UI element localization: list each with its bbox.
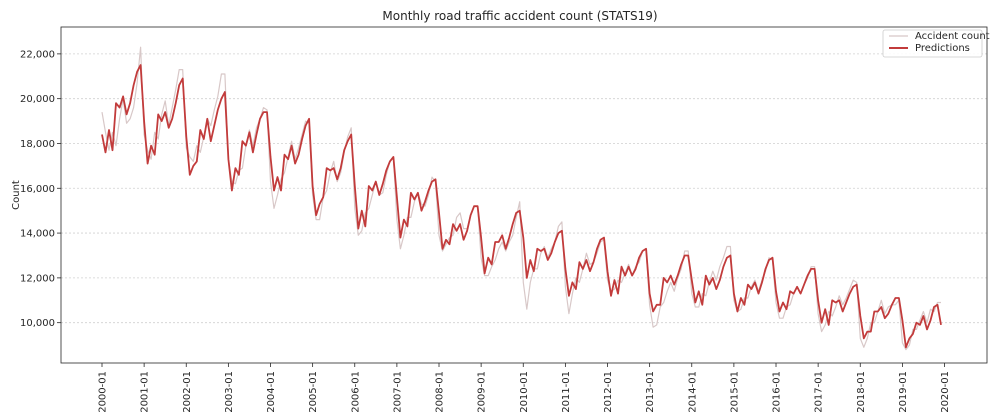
x-tick-label: 2014-01 [687, 371, 698, 413]
x-tick-label: 2017-01 [814, 371, 825, 413]
plot-frame [60, 26, 988, 364]
x-tick-label: 2019-01 [898, 371, 909, 413]
x-axis: 2000-01 2001-01 2002-01 2003-01 2004-01 2005-… [98, 363, 951, 413]
x-tick-label: 2010-01 [519, 371, 530, 413]
x-tick-label: 2020-01 [940, 371, 951, 413]
legend-label-accident-count: Accident count [915, 31, 990, 42]
y-tick-label: 20,000 [20, 94, 55, 105]
series-layer [101, 46, 942, 351]
x-tick-label: 2018-01 [856, 371, 867, 413]
x-tick-label: 2009-01 [477, 371, 488, 413]
chart-title: Monthly road traffic accident count (STA… [382, 9, 657, 23]
y-tick-label: 18,000 [20, 139, 55, 150]
y-tick-label: 22,000 [20, 49, 55, 60]
y-tick-label: 12,000 [20, 273, 55, 284]
x-tick-label: 2012-01 [603, 371, 614, 413]
x-tick-label: 2001-01 [140, 371, 151, 413]
x-tick-label: 2000-01 [98, 371, 109, 413]
y-tick-label: 10,000 [20, 318, 55, 329]
x-tick-label: 2007-01 [392, 371, 403, 413]
x-tick-label: 2011-01 [561, 371, 572, 413]
series-line-predictions [101, 64, 942, 349]
x-tick-label: 2008-01 [435, 371, 446, 413]
legend-label-predictions: Predictions [915, 43, 970, 54]
x-tick-label: 2015-01 [729, 371, 740, 413]
x-tick-label: 2005-01 [308, 371, 319, 413]
x-tick-label: 2004-01 [266, 371, 277, 413]
x-tick-label: 2016-01 [772, 371, 783, 413]
x-tick-label: 2002-01 [182, 371, 193, 413]
y-tick-label: 16,000 [20, 184, 55, 195]
y-tick-label: 14,000 [20, 229, 55, 240]
x-tick-label: 2013-01 [645, 371, 656, 413]
legend: Accident count Predictions [882, 29, 990, 58]
x-tick-label: 2006-01 [350, 371, 361, 413]
x-tick-label: 2003-01 [224, 371, 235, 413]
legend-frame [882, 29, 983, 58]
y-axis: 10,000 12,000 14,000 16,000 18,000 20,000 22,0… [20, 49, 61, 329]
y-axis-title: Count [11, 180, 22, 210]
